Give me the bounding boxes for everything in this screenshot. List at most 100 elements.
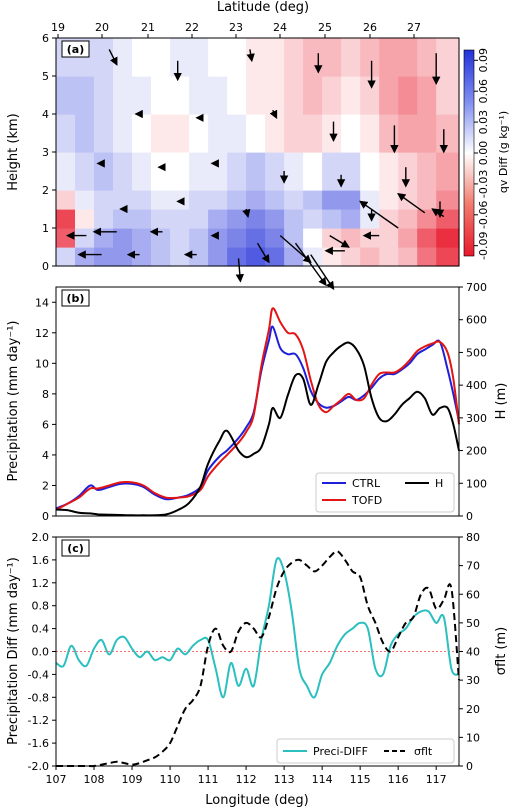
wind-arrow <box>108 49 118 66</box>
series-line-σflt <box>56 550 460 768</box>
heatmap-cell <box>341 190 361 210</box>
heatmap-cell <box>227 38 247 77</box>
heatmap-cell <box>94 152 114 191</box>
heatmap-cell <box>56 152 76 191</box>
series-line-Preci-DIFF <box>55 557 460 699</box>
ytick-label: 1.2 <box>32 577 50 590</box>
heatmap-cell <box>284 38 304 77</box>
cb-tick-label: -0.06 <box>477 201 490 229</box>
heatmap-cell <box>322 209 342 229</box>
heatmap-cell <box>379 114 399 153</box>
xtick-label: 110 <box>160 773 181 786</box>
xtick-label: 114 <box>312 773 333 786</box>
heatmap-cell <box>417 247 437 267</box>
xtick-label: 111 <box>198 773 219 786</box>
heatmap-cell <box>246 114 266 153</box>
heatmap-cell <box>341 209 361 229</box>
heatmap-cell <box>170 209 190 229</box>
heatmap-cell <box>75 190 95 210</box>
panel-a: Latitude (deg) 19 20 21 22 23 24 25 26 27 012345… <box>6 0 510 290</box>
heatmap-cell <box>360 38 380 77</box>
xtick-label: 115 <box>350 773 371 786</box>
heatmap-cell <box>94 190 114 210</box>
heatmap-cell <box>436 76 460 115</box>
heatmap-cell <box>151 38 171 77</box>
heatmap-cell <box>322 190 342 210</box>
heatmap-cell <box>303 209 323 229</box>
heatmap-cell <box>132 76 152 115</box>
c-x-ticks: 107 108 109 110 111 112 113 114 115 116 117 <box>46 766 447 786</box>
heatmap-cell <box>113 209 133 229</box>
ytick-label: 6 <box>42 418 49 431</box>
heatmap-cell <box>208 114 228 153</box>
legend-tofd: TOFD <box>351 494 382 507</box>
heatmap-cell <box>303 38 323 77</box>
panel-c-label-box <box>61 539 90 557</box>
heatmap-cell <box>322 228 342 248</box>
heatmap-cell <box>189 247 209 267</box>
heatmap-cell <box>208 190 228 210</box>
cb-tick-label: -0.09 <box>477 231 490 259</box>
xtick-label: 109 <box>122 773 143 786</box>
heatmap-cell <box>151 228 171 248</box>
series-line-TOFD <box>55 307 460 511</box>
y2tick-label: 30 <box>466 674 480 687</box>
heatmap-cell <box>265 152 285 191</box>
top-axis-label: Latitude (deg) <box>217 0 309 15</box>
heatmap-cell <box>436 152 460 191</box>
heatmap-cell <box>132 247 152 267</box>
heatmap-cell <box>227 114 247 153</box>
heatmap-cell <box>398 38 418 77</box>
xtick-label: 107 <box>46 773 67 786</box>
top-tick-label: 26 <box>363 21 377 34</box>
y2tick-label: 40 <box>466 646 480 659</box>
heatmap-cell <box>436 228 460 248</box>
top-tick-label: 20 <box>95 21 109 34</box>
heatmap-cell <box>75 76 95 115</box>
panel-c-label: (c) <box>67 542 84 555</box>
heatmap-cell <box>208 247 228 267</box>
heatmap-cell <box>284 190 304 210</box>
y2tick-label: 600 <box>466 314 487 327</box>
top-tick-label: 19 <box>51 21 65 34</box>
y2tick-label: 20 <box>466 703 480 716</box>
heatmap-cell <box>436 114 460 153</box>
b-lines <box>55 307 460 517</box>
heatmap-cell <box>398 114 418 153</box>
xtick-label: 112 <box>236 773 257 786</box>
heatmap-cell <box>113 114 133 153</box>
a-ytick-label: 5 <box>42 70 49 83</box>
y2tick-label: 500 <box>466 346 487 359</box>
heatmap-cell <box>208 152 228 191</box>
heatmap-cell <box>56 247 76 267</box>
heatmap-cell <box>132 38 152 77</box>
heatmap-cell <box>151 114 171 153</box>
cb-tick-label: 0.00 <box>477 141 490 166</box>
wind-arrow <box>269 109 278 120</box>
c-xlabel: Longitude (deg) <box>205 793 308 808</box>
heatmap-cell <box>265 247 285 267</box>
heatmap-cell <box>436 190 460 210</box>
heatmap-cell <box>56 190 76 210</box>
heatmap-cell <box>208 76 228 115</box>
c-y2-ticks: 0 10 20 30 40 50 60 70 80 <box>459 531 480 773</box>
colorbar-ticks: -0.09 -0.06 -0.03 0.00 0.03 0.06 0.09 <box>474 48 490 260</box>
panel-a-label: (a) <box>67 43 84 56</box>
heatmap-cell <box>75 114 95 153</box>
heatmap-cell <box>284 114 304 153</box>
heatmap-cell <box>360 76 380 115</box>
cb-tick-label: 0.09 <box>477 48 490 73</box>
heatmap-cell <box>322 152 342 191</box>
y2tick-label: 0 <box>466 760 473 773</box>
y2tick-label: 10 <box>466 731 480 744</box>
heatmap-cell <box>94 247 114 267</box>
heatmap-cell <box>284 76 304 115</box>
cb-tick-label: 0.03 <box>477 110 490 135</box>
ytick-label: 8 <box>42 388 49 401</box>
y2tick-label: 100 <box>466 477 487 490</box>
wind-arrow <box>329 234 350 248</box>
heatmap-cell <box>132 228 152 248</box>
heatmap-cell <box>322 114 342 153</box>
heatmap-cell <box>170 228 190 248</box>
a-y-ticks: 0 1 2 3 4 5 6 <box>42 32 56 273</box>
